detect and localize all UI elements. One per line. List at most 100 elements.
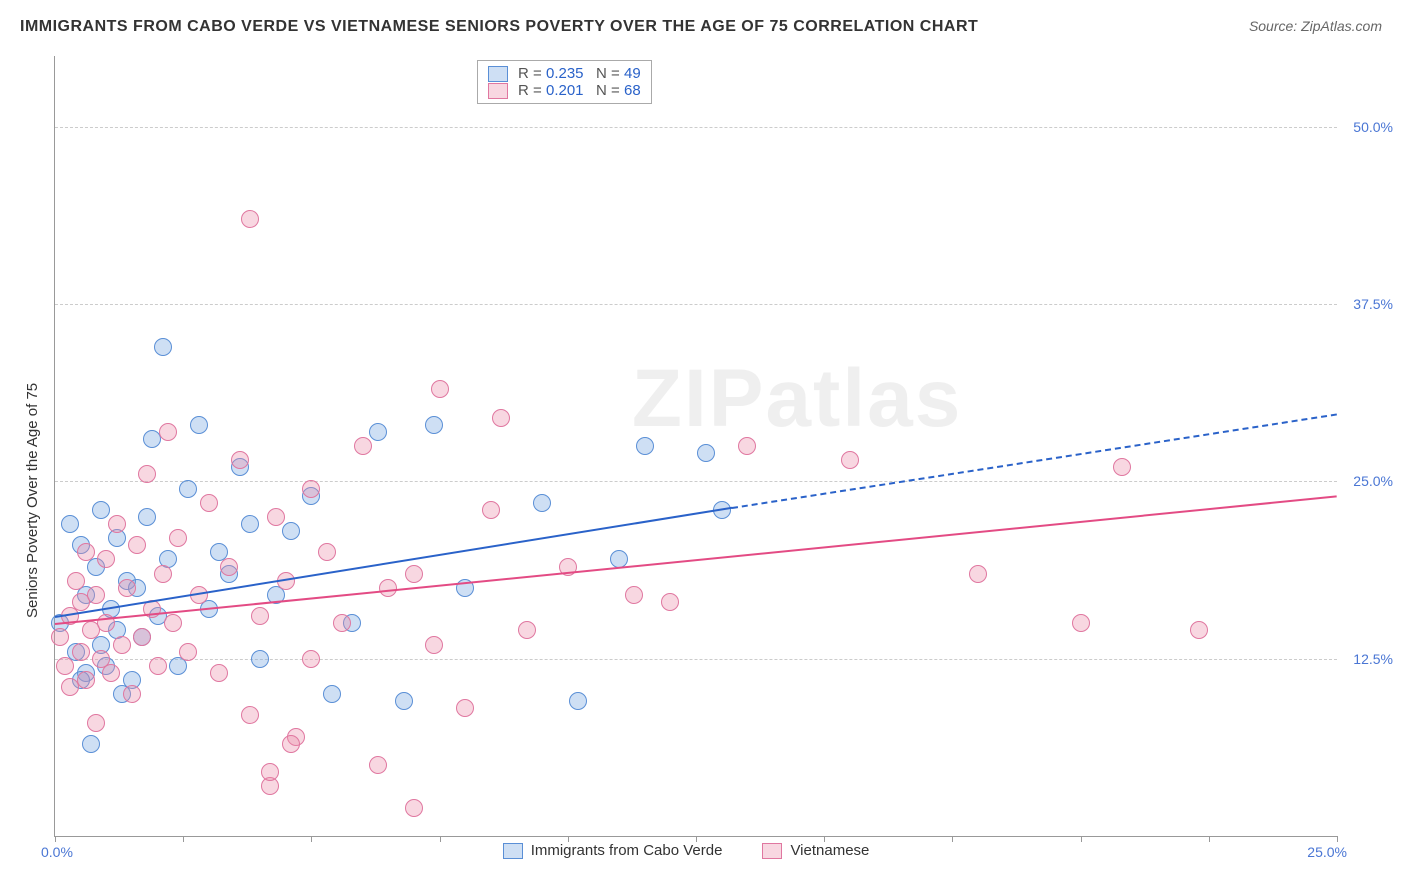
x-tick — [440, 836, 441, 842]
data-point — [425, 636, 443, 654]
data-point — [323, 685, 341, 703]
data-point — [841, 451, 859, 469]
data-point — [241, 706, 259, 724]
series-legend-item: Immigrants from Cabo Verde — [503, 842, 723, 859]
series-label: Vietnamese — [790, 842, 869, 859]
data-point — [154, 565, 172, 583]
data-point — [492, 409, 510, 427]
data-point — [128, 536, 146, 554]
x-end-label: 25.0% — [1307, 844, 1347, 860]
data-point — [738, 437, 756, 455]
data-point — [969, 565, 987, 583]
series-label: Immigrants from Cabo Verde — [531, 842, 723, 859]
legend-swatch — [503, 843, 523, 859]
data-point — [405, 565, 423, 583]
data-point — [425, 416, 443, 434]
data-point — [97, 550, 115, 568]
legend-swatch — [762, 843, 782, 859]
data-point — [200, 494, 218, 512]
data-point — [251, 650, 269, 668]
x-tick — [1337, 836, 1338, 842]
data-point — [318, 543, 336, 561]
x-tick — [952, 836, 953, 842]
data-point — [241, 210, 259, 228]
legend-stats: R = 0.235 N = 49 — [518, 65, 641, 82]
data-point — [569, 692, 587, 710]
legend-row: R = 0.201 N = 68 — [488, 82, 641, 99]
data-point — [210, 664, 228, 682]
gridline — [55, 481, 1337, 482]
y-tick-label: 50.0% — [1353, 119, 1393, 135]
trend-line — [732, 413, 1337, 509]
data-point — [282, 522, 300, 540]
data-point — [67, 572, 85, 590]
data-point — [395, 692, 413, 710]
data-point — [533, 494, 551, 512]
data-point — [77, 543, 95, 561]
series-legend-item: Vietnamese — [762, 842, 869, 859]
data-point — [82, 735, 100, 753]
data-point — [220, 558, 238, 576]
y-tick-label: 37.5% — [1353, 296, 1393, 312]
data-point — [179, 643, 197, 661]
data-point — [518, 621, 536, 639]
data-point — [61, 515, 79, 533]
data-point — [241, 515, 259, 533]
data-point — [261, 763, 279, 781]
data-point — [92, 501, 110, 519]
data-point — [138, 508, 156, 526]
y-tick-label: 12.5% — [1353, 651, 1393, 667]
legend-row: R = 0.235 N = 49 — [488, 65, 641, 82]
data-point — [56, 657, 74, 675]
data-point — [123, 685, 141, 703]
data-point — [159, 423, 177, 441]
y-tick-label: 25.0% — [1353, 473, 1393, 489]
data-point — [113, 636, 131, 654]
data-point — [369, 423, 387, 441]
data-point — [231, 451, 249, 469]
data-point — [482, 501, 500, 519]
data-point — [369, 756, 387, 774]
x-origin-label: 0.0% — [41, 844, 73, 860]
x-tick — [55, 836, 56, 842]
x-tick — [311, 836, 312, 842]
scatter-plot: ZIPatlas 12.5%25.0%37.5%50.0%0.0%25.0% — [54, 56, 1337, 837]
data-point — [302, 650, 320, 668]
data-point — [354, 437, 372, 455]
source-label: Source: ZipAtlas.com — [1249, 18, 1382, 34]
data-point — [697, 444, 715, 462]
chart-title: IMMIGRANTS FROM CABO VERDE VS VIETNAMESE… — [20, 18, 978, 36]
data-point — [87, 586, 105, 604]
data-point — [302, 480, 320, 498]
data-point — [77, 671, 95, 689]
data-point — [282, 735, 300, 753]
data-point — [51, 628, 69, 646]
data-point — [149, 657, 167, 675]
data-point — [72, 643, 90, 661]
legend-stats: R = 0.201 N = 68 — [518, 82, 641, 99]
data-point — [456, 699, 474, 717]
y-axis-label: Seniors Poverty Over the Age of 75 — [24, 382, 41, 617]
data-point — [1072, 614, 1090, 632]
data-point — [379, 579, 397, 597]
x-tick — [1209, 836, 1210, 842]
correlation-legend: R = 0.235 N = 49R = 0.201 N = 68 — [477, 60, 652, 104]
data-point — [190, 416, 208, 434]
x-tick — [183, 836, 184, 842]
x-tick — [1081, 836, 1082, 842]
legend-swatch — [488, 66, 508, 82]
data-point — [661, 593, 679, 611]
data-point — [1190, 621, 1208, 639]
data-point — [87, 714, 105, 732]
data-point — [636, 437, 654, 455]
data-point — [1113, 458, 1131, 476]
data-point — [625, 586, 643, 604]
data-point — [251, 607, 269, 625]
data-point — [154, 338, 172, 356]
data-point — [431, 380, 449, 398]
gridline — [55, 127, 1337, 128]
data-point — [179, 480, 197, 498]
gridline — [55, 659, 1337, 660]
data-point — [108, 515, 126, 533]
data-point — [138, 465, 156, 483]
